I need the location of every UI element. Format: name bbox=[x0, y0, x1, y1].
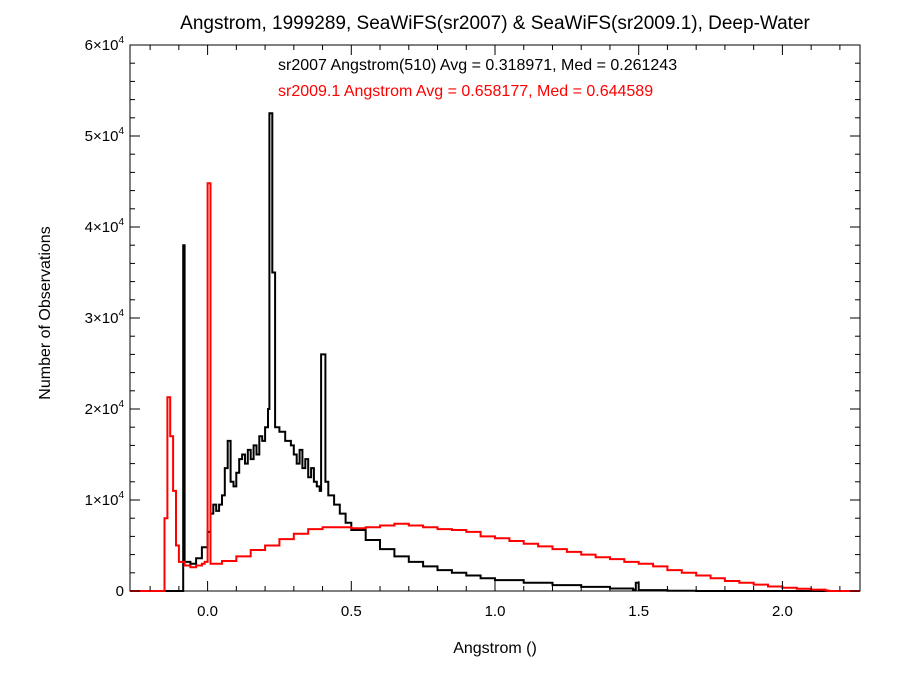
y-tick-label: 0 bbox=[116, 583, 124, 600]
annotations: sr2007 Angstrom(510) Avg = 0.318971, Med… bbox=[278, 57, 677, 100]
y-tick-exponent: 4 bbox=[118, 490, 124, 501]
x-axis-label: Angstrom () bbox=[453, 640, 537, 657]
y-tick-exponent: 4 bbox=[118, 399, 124, 410]
y-tick-exponent: 4 bbox=[118, 308, 124, 319]
x-tick-label: 0.0 bbox=[197, 603, 218, 620]
x-tick-label: 2.0 bbox=[772, 603, 793, 620]
y-tick-exponent: 4 bbox=[118, 35, 124, 46]
series-line-1 bbox=[130, 112, 860, 592]
y-tick-label: 1×104 bbox=[85, 490, 125, 509]
y-tick-label: 5×104 bbox=[85, 126, 125, 145]
plot-frame bbox=[129, 44, 861, 592]
x-tick-label: 1.0 bbox=[485, 603, 506, 620]
y-tick-label: 3×104 bbox=[85, 308, 125, 327]
y-tick-exponent: 4 bbox=[118, 126, 124, 137]
axis-ticks: 0.0 0.5 1.0 1.5 2.0 0 1×104 2×104 3×104 4×104 5×10… bbox=[85, 35, 860, 620]
x-tick-label: 0.5 bbox=[341, 603, 362, 620]
annotation-2: sr2009.1 Angstrom Avg = 0.658177, Med = … bbox=[278, 83, 653, 100]
y-tick-label: 4×104 bbox=[85, 217, 125, 236]
x-tick-label: 1.5 bbox=[628, 603, 649, 620]
y-axis-label: Number of Observations bbox=[37, 226, 54, 399]
series-line-2 bbox=[130, 182, 860, 592]
annotation-1: sr2007 Angstrom(510) Avg = 0.318971, Med… bbox=[278, 57, 677, 74]
y-tick-exponent: 4 bbox=[118, 217, 124, 228]
series-layer bbox=[130, 112, 860, 592]
y-tick-label: 2×104 bbox=[85, 399, 125, 418]
chart-title: Angstrom, 1999289, SeaWiFS(sr2007) & Sea… bbox=[180, 13, 810, 34]
y-tick-label: 6×104 bbox=[85, 35, 125, 54]
